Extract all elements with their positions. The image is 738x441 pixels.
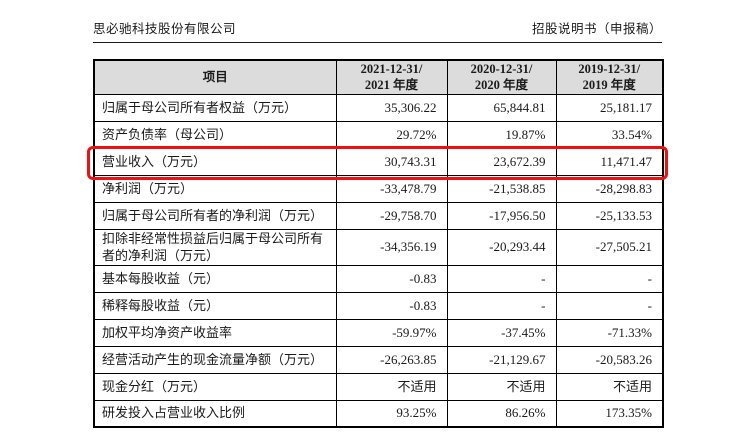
header-period-2020: 2020-12-31/ 2020 年度 — [446, 59, 557, 96]
document-type: 招股说明书（申报稿） — [531, 22, 662, 36]
value-cell: -0.83 — [335, 264, 448, 293]
value-cell: 35,306.22 — [335, 94, 448, 123]
value-cell: 30,743.31 — [335, 148, 448, 177]
value-cell: -0.83 — [335, 291, 448, 320]
value-cell: 29.72% — [335, 121, 448, 150]
value-cell: -25,133.53 — [555, 202, 664, 231]
value-cell: - — [555, 291, 664, 320]
header-item-column: 项目 — [93, 59, 337, 96]
value-cell: 19.87% — [446, 121, 557, 150]
row-label-cell: 归属于母公司所有者权益（万元） — [93, 94, 337, 123]
table-row: 扣除非经常性损益后归属于母公司所有者的净利润（万元） -34,356.19 -20,… — [93, 229, 664, 266]
financial-table-wrap: 项目 2021-12-31/ 2021 年度 2020-12-31/ 2020 … — [87, 59, 668, 429]
value-cell: -21,129.67 — [446, 345, 557, 374]
value-cell: -17,956.50 — [446, 202, 557, 231]
row-label-cell: 净利润（万元） — [93, 175, 337, 204]
value-cell: -37.45% — [446, 318, 557, 347]
financial-summary-table: 项目 2021-12-31/ 2021 年度 2020-12-31/ 2020 … — [93, 59, 664, 429]
table-row: 归属于母公司所有者的净利润（万元） -29,758.70 -17,956.50 -25… — [93, 202, 664, 231]
value-cell: -27,505.21 — [555, 229, 664, 266]
value-cell: - — [446, 264, 557, 293]
value-cell: 33.54% — [555, 121, 664, 150]
row-label-cell: 经营活动产生的现金流量净额（万元） — [93, 345, 337, 374]
row-label-cell: 归属于母公司所有者的净利润（万元） — [93, 202, 337, 231]
value-cell: 86.26% — [446, 399, 557, 428]
table-row: 营业收入（万元） 30,743.31 23,672.39 11,471.47 — [93, 148, 664, 177]
header-period-2021: 2021-12-31/ 2021 年度 — [335, 59, 448, 96]
table-row: 现金分红（万元） 不适用 不适用 不适用 — [93, 372, 664, 401]
header-period-2019: 2019-12-31/ 2019 年度 — [555, 59, 664, 96]
value-cell: 25,181.17 — [555, 94, 664, 123]
value-cell: -34,356.19 — [335, 229, 448, 266]
table-row: 基本每股收益（元） -0.83- - — [93, 264, 664, 293]
row-label-cell: 基本每股收益（元） — [93, 264, 337, 293]
table-row: 经营活动产生的现金流量净额（万元） -26,263.85 -21,129.67 -20… — [93, 345, 664, 374]
row-label-cell: 营业收入（万元） — [93, 148, 337, 177]
table-row: 研发投入占营业收入比例 93.25% 86.26% 173.35% — [93, 399, 664, 428]
row-label-cell: 稀释每股收益（元） — [93, 291, 337, 320]
value-cell: -21,538.85 — [446, 175, 557, 204]
value-cell: 不适用 — [555, 372, 664, 401]
value-cell: -71.33% — [555, 318, 664, 347]
value-cell: -20,293.44 — [446, 229, 557, 266]
value-cell: 不适用 — [335, 372, 448, 401]
value-cell: 不适用 — [446, 372, 557, 401]
value-cell: - — [446, 291, 557, 320]
row-label-cell: 加权平均净资产收益率 — [93, 318, 337, 347]
table-header-row: 项目 2021-12-31/ 2021 年度 2020-12-31/ 2020 … — [93, 59, 664, 96]
table-row: 加权平均净资产收益率 -59.97% -37.45% -71.33% — [93, 318, 664, 347]
row-label-cell: 现金分红（万元） — [93, 372, 337, 401]
value-cell: -20,583.26 — [555, 345, 664, 374]
table-row: 资产负债率（母公司） 29.72% 19.87% 33.54% — [93, 121, 664, 150]
value-cell: -26,263.85 — [335, 345, 448, 374]
value-cell: 93.25% — [335, 399, 448, 428]
value-cell: 173.35% — [555, 399, 664, 428]
value-cell: -33,478.79 — [335, 175, 448, 204]
value-cell: 11,471.47 — [555, 148, 664, 177]
row-label-cell: 扣除非经常性损益后归属于母公司所有者的净利润（万元） — [93, 229, 337, 266]
table-row: 净利润（万元） -33,478.79 -21,538.85 -28,298.83 — [93, 175, 664, 204]
company-name: 思必驰科技股份有限公司 — [93, 22, 237, 36]
value-cell: -59.97% — [335, 318, 448, 347]
value-cell: - — [555, 264, 664, 293]
table-row: 归属于母公司所有者权益（万元） 35,306.22 65,844.81 25,181.… — [93, 94, 664, 123]
value-cell: -29,758.70 — [335, 202, 448, 231]
table-row: 稀释每股收益（元） -0.83- - — [93, 291, 664, 320]
value-cell: 65,844.81 — [446, 94, 557, 123]
value-cell: 23,672.39 — [446, 148, 557, 177]
row-label-cell: 研发投入占营业收入比例 — [93, 399, 337, 428]
value-cell: -28,298.83 — [555, 175, 664, 204]
row-label-cell: 资产负债率（母公司） — [93, 121, 337, 150]
document-header: 思必驰科技股份有限公司 招股说明书（申报稿） — [93, 18, 662, 43]
